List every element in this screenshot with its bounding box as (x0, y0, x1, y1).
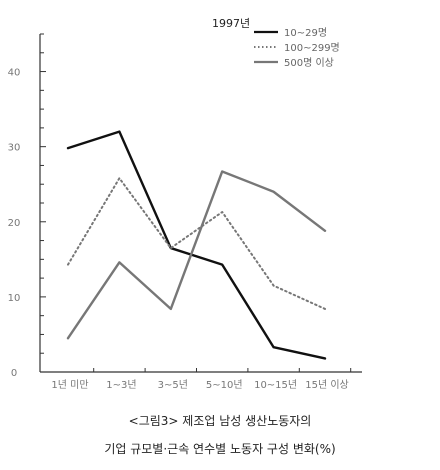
figure-caption-title: <그림3> 제조업 남성 생산노동자의 (128, 414, 312, 428)
x-tick-label: 1~3년 (106, 379, 136, 391)
chart-ticks: 0 10 20 30 40 1년 미만 1~3년 3~5년 5~10년 10~15년 15년 이상 (8, 33, 352, 391)
x-tick-label: 10~15년 (254, 379, 297, 391)
series-0-point-0 (67, 147, 69, 149)
series-line-1 (67, 177, 326, 310)
x-tick-label: 5~10년 (206, 379, 243, 391)
series-1-point-4 (272, 284, 275, 287)
chart-series (66, 130, 327, 360)
chart-axes (39, 34, 362, 373)
series-0-point-1 (118, 130, 121, 133)
x-tick-label: 15년 이상 (305, 379, 349, 391)
y-tick-label: 30 (8, 143, 21, 154)
x-tick-label: 1년 미만 (51, 379, 88, 391)
series-line-2 (66, 170, 327, 340)
chart-legend: 1997년 10~29명 100~299명 500명 이상 (212, 17, 340, 69)
y-tick-label: 0 (11, 368, 17, 379)
legend-label-1: 100~299명 (284, 42, 340, 54)
series-0-point-5 (324, 357, 326, 360)
year-annotation: 1997년 (212, 17, 250, 30)
legend-label-2: 500명 이상 (284, 57, 334, 69)
y-tick-label: 40 (8, 68, 21, 79)
legend-label-0: 10~29명 (284, 27, 327, 39)
series-0-point-3 (221, 263, 223, 266)
series-2-point-3 (221, 170, 223, 173)
series-line-0 (66, 130, 327, 360)
series-2-point-5 (324, 229, 326, 232)
series-1-point-3 (221, 211, 223, 213)
y-tick-label: 10 (8, 293, 21, 304)
series-2-point-1 (118, 261, 121, 264)
series-1-point-1 (118, 177, 121, 180)
series-2-point-0 (67, 337, 69, 340)
series-1-point-0 (67, 263, 69, 266)
series-0-point-4 (272, 346, 275, 349)
y-tick-label: 20 (8, 218, 21, 229)
series-2-point-2 (170, 308, 172, 310)
series-1-point-5 (324, 308, 326, 310)
figure-caption-subtitle: 기업 규모별·근속 연수별 노동자 구성 변화(%) (104, 442, 336, 456)
series-2-point-4 (272, 190, 275, 193)
x-tick-label: 3~5년 (158, 379, 188, 391)
series-1-point-2 (170, 247, 172, 249)
